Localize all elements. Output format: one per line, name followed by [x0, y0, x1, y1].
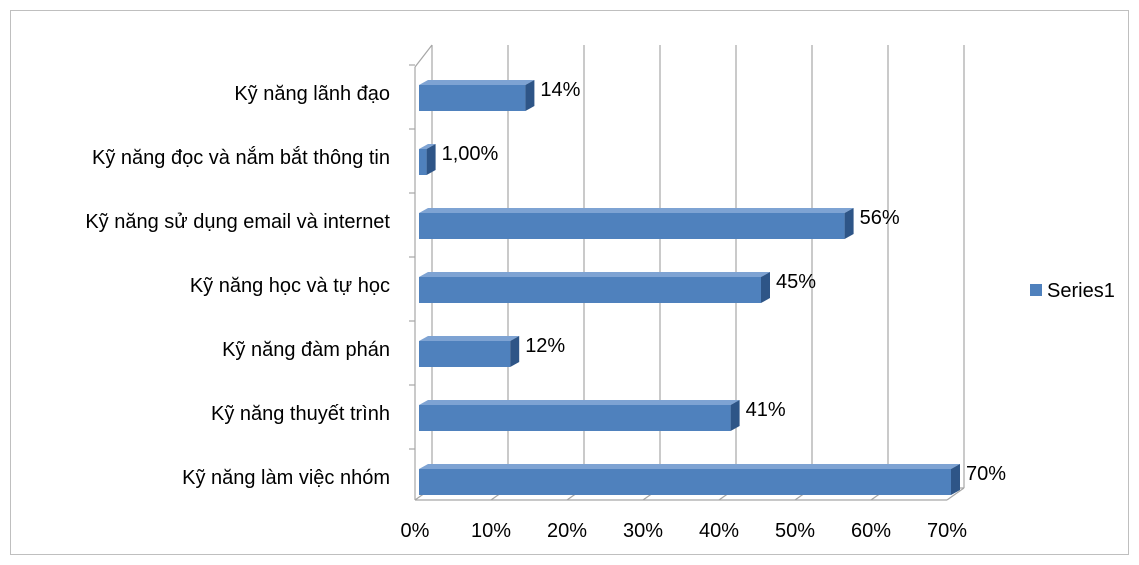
x-tick-label: 40% [699, 520, 739, 542]
wall-top-edge [414, 44, 433, 68]
bar-top [419, 144, 436, 149]
bar-front [419, 149, 427, 175]
data-label: 45% [776, 271, 816, 293]
bar [419, 272, 770, 303]
bar-top [419, 80, 535, 85]
category-label: Kỹ năng đàm phán [222, 339, 390, 361]
bar-front [419, 469, 951, 495]
bar [419, 208, 854, 239]
bar [419, 80, 535, 111]
labels: 0% 10% 20% 30% 40% 50% 60% 70% Kỹ năng lãnh đạo 1… [85, 79, 1006, 542]
bar-front [419, 213, 845, 239]
x-tick-label: 60% [851, 520, 891, 542]
x-tick-label: 30% [623, 520, 663, 542]
bar-front [419, 405, 731, 431]
bar-front [419, 341, 511, 367]
category-label: Kỹ năng làm việc nhóm [182, 467, 390, 489]
bar-front [419, 277, 761, 303]
data-label: 14% [540, 79, 580, 101]
x-tick-label: 0% [401, 520, 430, 542]
data-label: 41% [746, 399, 786, 421]
data-label: 12% [525, 335, 565, 357]
bar [419, 464, 960, 495]
bar-side [951, 464, 960, 495]
category-label: Kỹ năng thuyết trình [211, 403, 390, 425]
category-label: Kỹ năng đọc và nắm bắt thông tin [92, 146, 390, 169]
bar-side [510, 336, 520, 367]
bar-top [419, 336, 520, 341]
category-label: Kỹ năng lãnh đạo [234, 83, 390, 105]
bar-side [761, 272, 770, 303]
bar-side [844, 208, 854, 239]
bar-top [419, 208, 854, 213]
bar-front [419, 85, 526, 111]
category-label: Kỹ năng sử dụng email và internet [85, 211, 390, 233]
bar [419, 336, 520, 367]
legend-swatch [1030, 284, 1042, 296]
bar [419, 400, 740, 431]
data-label: 56% [860, 207, 900, 229]
bar-top [419, 464, 960, 469]
x-tick-label: 20% [547, 520, 587, 542]
x-tick-label: 10% [471, 520, 511, 542]
x-tick-label: 70% [927, 520, 967, 542]
bar [419, 144, 436, 175]
chart-border [10, 10, 1129, 555]
bars [419, 80, 960, 495]
data-label: 70% [966, 463, 1006, 485]
category-label: Kỹ năng học và tự học [190, 275, 390, 297]
data-label: 1,00% [442, 143, 499, 165]
legend-label-series1: Series1 [1047, 280, 1115, 302]
x-tick-label: 50% [775, 520, 815, 542]
bar-top [419, 272, 770, 277]
bar-side [730, 400, 740, 431]
legend: Series1 [1030, 280, 1115, 302]
bar-side [525, 80, 535, 111]
bar-side [426, 144, 436, 175]
floor-gridline [946, 487, 965, 501]
bar-top [419, 400, 740, 405]
